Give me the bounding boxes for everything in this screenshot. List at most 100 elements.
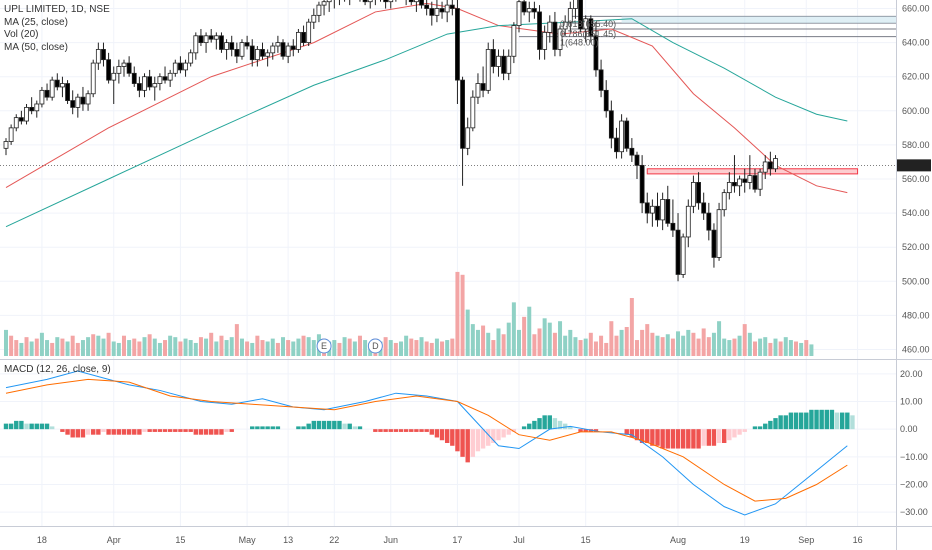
macd-histogram-bar bbox=[634, 429, 640, 441]
macd-histogram-bar bbox=[752, 426, 758, 430]
macd-histogram-bar bbox=[65, 429, 70, 435]
macd-histogram-bar bbox=[296, 426, 301, 430]
volume-bar bbox=[152, 338, 157, 356]
candle-body bbox=[588, 18, 594, 37]
candle-body bbox=[34, 103, 40, 112]
macd-histogram-bar bbox=[532, 420, 537, 430]
macd-histogram-bar bbox=[491, 429, 496, 443]
volume-bar bbox=[681, 335, 686, 356]
candle-body bbox=[116, 66, 122, 74]
candle-body bbox=[598, 69, 604, 91]
volume-bar bbox=[747, 332, 752, 356]
volume-bar bbox=[19, 342, 24, 356]
candle-body bbox=[762, 161, 768, 173]
volume-bar bbox=[799, 342, 804, 356]
candle-body bbox=[39, 89, 45, 105]
volume-bar bbox=[640, 329, 645, 356]
volume-bar bbox=[573, 337, 578, 356]
macd-signal-line bbox=[5, 378, 848, 502]
macd-histogram-bar bbox=[116, 429, 122, 435]
macd-histogram-bar bbox=[373, 429, 378, 432]
macd-histogram-bar bbox=[91, 429, 96, 435]
candle-body bbox=[557, 28, 563, 50]
candle-body bbox=[644, 202, 650, 214]
dividend-marker: D bbox=[372, 341, 379, 351]
ma25-legend[interactable]: MA (25, close) bbox=[4, 16, 68, 28]
candle-body bbox=[3, 141, 9, 149]
macd-histogram-bar bbox=[686, 429, 691, 449]
volume-bar bbox=[522, 316, 527, 356]
volume-bar bbox=[593, 341, 598, 356]
ma25-line bbox=[5, 2, 848, 194]
macd-histogram-bar bbox=[106, 429, 111, 435]
price-tick-label: 620.00 bbox=[902, 72, 930, 82]
time-tick-label: Jul bbox=[513, 535, 525, 545]
volume-legend[interactable]: Vol (20) bbox=[4, 29, 39, 40]
volume-bar bbox=[624, 327, 629, 356]
candle-body bbox=[285, 45, 291, 57]
candle-body bbox=[567, 8, 573, 23]
macd-histogram-bar bbox=[645, 429, 650, 443]
macd-histogram-bar bbox=[132, 429, 137, 435]
volume-bar bbox=[686, 329, 691, 356]
macd-histogram-bar bbox=[763, 423, 768, 430]
macd-histogram-bar bbox=[101, 429, 106, 432]
candle-body bbox=[280, 42, 286, 57]
candle-body bbox=[737, 178, 742, 187]
candle-body bbox=[696, 182, 701, 204]
candle-body bbox=[706, 212, 712, 231]
macd-histogram-bar bbox=[527, 423, 532, 430]
candle-body bbox=[234, 49, 240, 57]
macd-histogram-bar bbox=[722, 429, 727, 443]
price-tick-label: 600.00 bbox=[902, 106, 930, 116]
volume-bar bbox=[260, 340, 265, 356]
candle-body bbox=[449, 4, 455, 9]
ma50-line bbox=[5, 18, 848, 228]
candle-body bbox=[75, 96, 81, 108]
volume-bar bbox=[578, 340, 583, 356]
candle-body bbox=[18, 117, 24, 122]
volume-bar bbox=[116, 342, 121, 356]
macd-histogram-bar bbox=[347, 423, 352, 430]
candle-body bbox=[126, 62, 132, 74]
time-tick-label: 18 bbox=[37, 535, 47, 545]
price-legend: UPL LIMITED, 1D, NSE MA (25, close) Vol … bbox=[4, 4, 110, 54]
macd-histogram-bar bbox=[337, 420, 342, 430]
macd-histogram-bar bbox=[342, 423, 347, 430]
macd-histogram-bar bbox=[126, 429, 132, 435]
macd-histogram-bar bbox=[773, 418, 778, 430]
volume-bar bbox=[614, 335, 619, 356]
macd-histogram-bar bbox=[142, 429, 147, 432]
volume-bar bbox=[609, 321, 614, 356]
volume-bar bbox=[286, 340, 291, 356]
candle-body bbox=[675, 229, 681, 275]
macd-histogram-bar bbox=[742, 429, 747, 432]
volume-bar bbox=[45, 340, 50, 356]
current-price-badge bbox=[897, 159, 931, 172]
volume-bar bbox=[763, 337, 768, 356]
macd-legend[interactable]: MACD (12, 26, close, 9) bbox=[4, 364, 111, 375]
symbol-title[interactable]: UPL LIMITED, 1D, NSE bbox=[4, 4, 110, 15]
ma50-legend[interactable]: MA (50, close) bbox=[4, 41, 68, 53]
volume-bar bbox=[404, 335, 409, 356]
volume-bar bbox=[547, 322, 552, 356]
macd-histogram-bar bbox=[465, 429, 470, 463]
macd-histogram-bar bbox=[316, 420, 322, 430]
volume-bar bbox=[301, 335, 306, 356]
price-tick-label: 520.00 bbox=[902, 242, 930, 252]
macd-histogram-bar bbox=[224, 429, 229, 432]
candle-body bbox=[583, 18, 589, 30]
candle-body bbox=[275, 42, 281, 47]
candle-body bbox=[60, 83, 65, 88]
macd-histogram-bar bbox=[450, 429, 455, 446]
macd-histogram-bar bbox=[788, 412, 794, 430]
macd-histogram-bar bbox=[260, 426, 265, 430]
price-tick-label: 480.00 bbox=[902, 310, 930, 320]
macd-histogram-bar bbox=[403, 429, 409, 432]
macd-histogram-bar bbox=[470, 429, 476, 457]
candle-body bbox=[511, 25, 517, 57]
macd-histogram-bar bbox=[583, 429, 588, 432]
macd-histogram-bar bbox=[814, 409, 819, 430]
